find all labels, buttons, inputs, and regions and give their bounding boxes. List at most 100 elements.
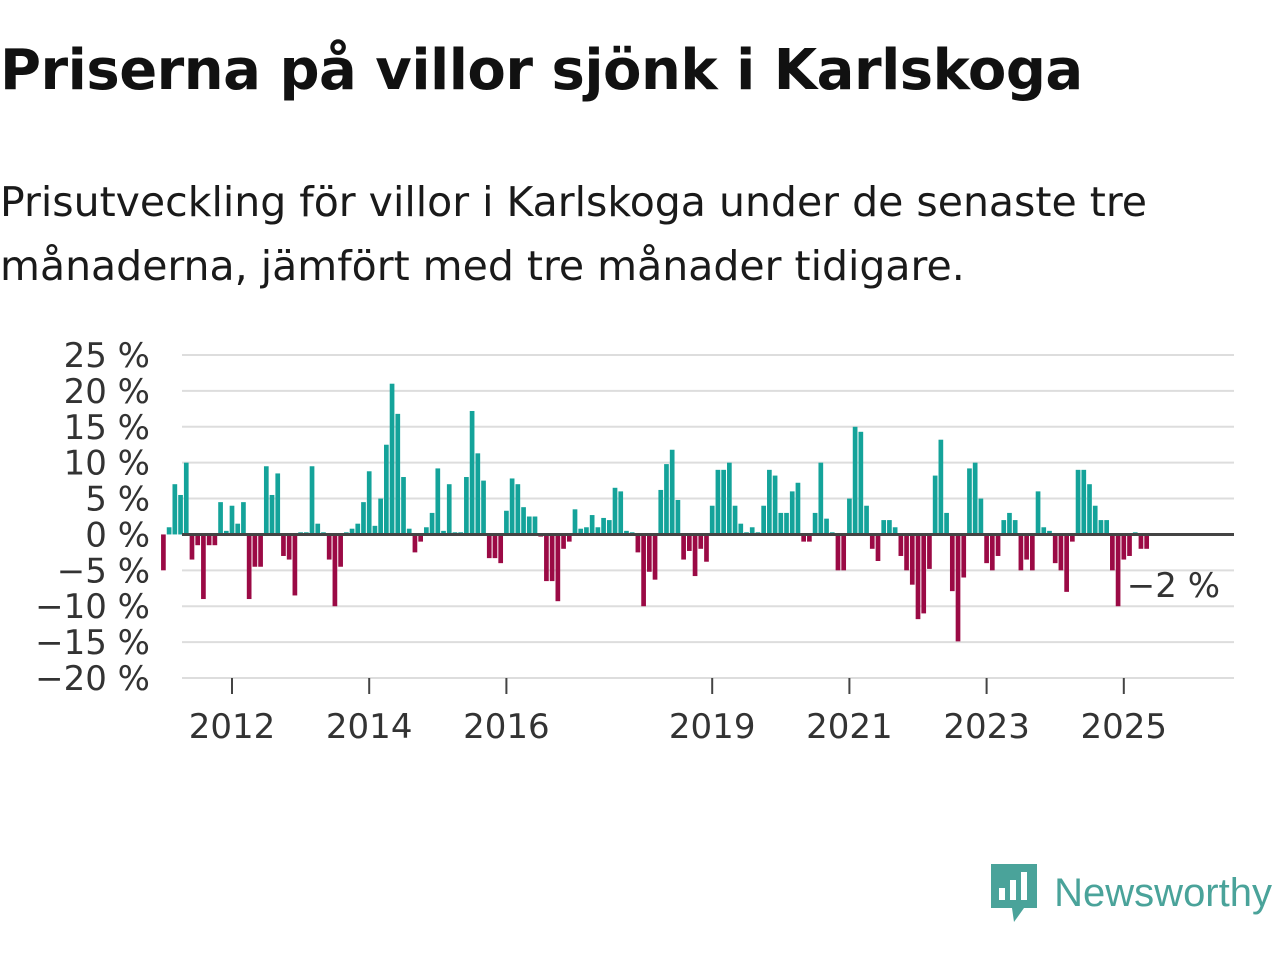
- newsworthy-brand: Newsworthy: [988, 862, 1272, 924]
- bar: [864, 505, 869, 535]
- bar: [275, 473, 281, 535]
- bar: [486, 534, 492, 559]
- bar: [881, 520, 887, 535]
- y-tick-label: 5 %: [85, 480, 150, 520]
- bar: [309, 466, 315, 535]
- bar: [675, 499, 681, 535]
- bar: [1110, 534, 1115, 571]
- bar: [441, 530, 446, 535]
- bar: [481, 480, 486, 535]
- bar: [269, 494, 275, 535]
- bar: [658, 489, 664, 535]
- bar: [1087, 484, 1092, 535]
- chart-title: Priserna på villor sjönk i Karlskoga: [0, 38, 1083, 103]
- bar: [252, 534, 258, 567]
- bar: [424, 527, 429, 535]
- x-tick-label: 2025: [1081, 707, 1168, 747]
- bar: [1064, 534, 1069, 592]
- bar: [544, 534, 549, 582]
- bar: [395, 413, 401, 535]
- bar: [978, 498, 984, 535]
- bar: [887, 520, 892, 535]
- bar: [183, 462, 189, 535]
- bar: [418, 534, 423, 542]
- bar: [1070, 534, 1075, 542]
- bar: [595, 527, 601, 535]
- bar: [1007, 512, 1012, 535]
- bar: [372, 525, 378, 535]
- bar: [635, 534, 641, 553]
- bar: [389, 383, 395, 535]
- bar: [258, 534, 263, 567]
- bar: [909, 534, 915, 585]
- bar: [521, 507, 526, 535]
- bar: [1001, 520, 1007, 535]
- bar: [338, 534, 343, 567]
- bar: [526, 516, 532, 535]
- bar: [772, 475, 778, 535]
- last-value-label: −2 %: [1127, 566, 1220, 606]
- bar: [189, 534, 195, 560]
- bar: [664, 464, 669, 535]
- bar: [1012, 520, 1018, 535]
- bar: [1092, 505, 1098, 535]
- bar: [818, 462, 824, 535]
- bar: [412, 534, 418, 553]
- bar: [641, 534, 646, 607]
- bar: [212, 534, 218, 546]
- bar: [589, 515, 595, 535]
- bar: [1018, 534, 1024, 571]
- bar: [949, 534, 955, 592]
- bar: [841, 534, 847, 571]
- bar: [995, 534, 1001, 556]
- bar: [972, 462, 978, 535]
- bar: [835, 534, 841, 571]
- bar: [475, 453, 481, 535]
- y-tick-label: 20 %: [64, 372, 150, 412]
- y-tick-label: −20 %: [35, 659, 150, 699]
- bar: [566, 534, 572, 542]
- bar: [727, 462, 732, 535]
- bar: [927, 534, 932, 569]
- bar: [698, 534, 704, 549]
- bar: [286, 534, 292, 560]
- bar: [201, 534, 206, 600]
- bar-chart: 25 %20 %15 %10 %5 %0 %−5 %−10 %−15 %−20 …: [35, 336, 1234, 747]
- bar: [263, 466, 269, 535]
- bar: [429, 512, 435, 535]
- y-tick-label: 10 %: [64, 444, 150, 484]
- chart-subtitle: Prisutveckling för villor i Karlskoga un…: [0, 178, 1147, 290]
- bar: [646, 534, 652, 572]
- bar: [435, 468, 441, 535]
- bar: [246, 534, 252, 600]
- bar: [172, 484, 178, 535]
- bar: [332, 534, 338, 607]
- bar: [767, 469, 772, 535]
- bar: [1115, 534, 1121, 607]
- bar: [1127, 534, 1132, 556]
- bar: [1041, 527, 1047, 535]
- bar: [606, 520, 612, 535]
- bar: [961, 534, 967, 578]
- bar: [584, 527, 589, 535]
- bar: [601, 517, 606, 535]
- y-tick-label: 0 %: [85, 515, 150, 555]
- y-tick-label: 25 %: [64, 336, 150, 376]
- bar: [349, 528, 355, 535]
- bar: [624, 530, 629, 535]
- bar: [1047, 530, 1052, 535]
- y-tick-label: −10 %: [35, 587, 150, 627]
- bar: [795, 482, 801, 535]
- bar: [326, 534, 332, 560]
- y-tick-label: 15 %: [64, 408, 150, 448]
- bar: [555, 534, 561, 602]
- bar: [229, 505, 235, 535]
- bar: [812, 512, 818, 535]
- bar: [469, 410, 475, 535]
- bar: [709, 505, 715, 535]
- bar: [932, 475, 938, 535]
- bar: [989, 534, 995, 571]
- bar: [686, 534, 692, 551]
- bar: [955, 534, 961, 642]
- bar: [1104, 520, 1109, 535]
